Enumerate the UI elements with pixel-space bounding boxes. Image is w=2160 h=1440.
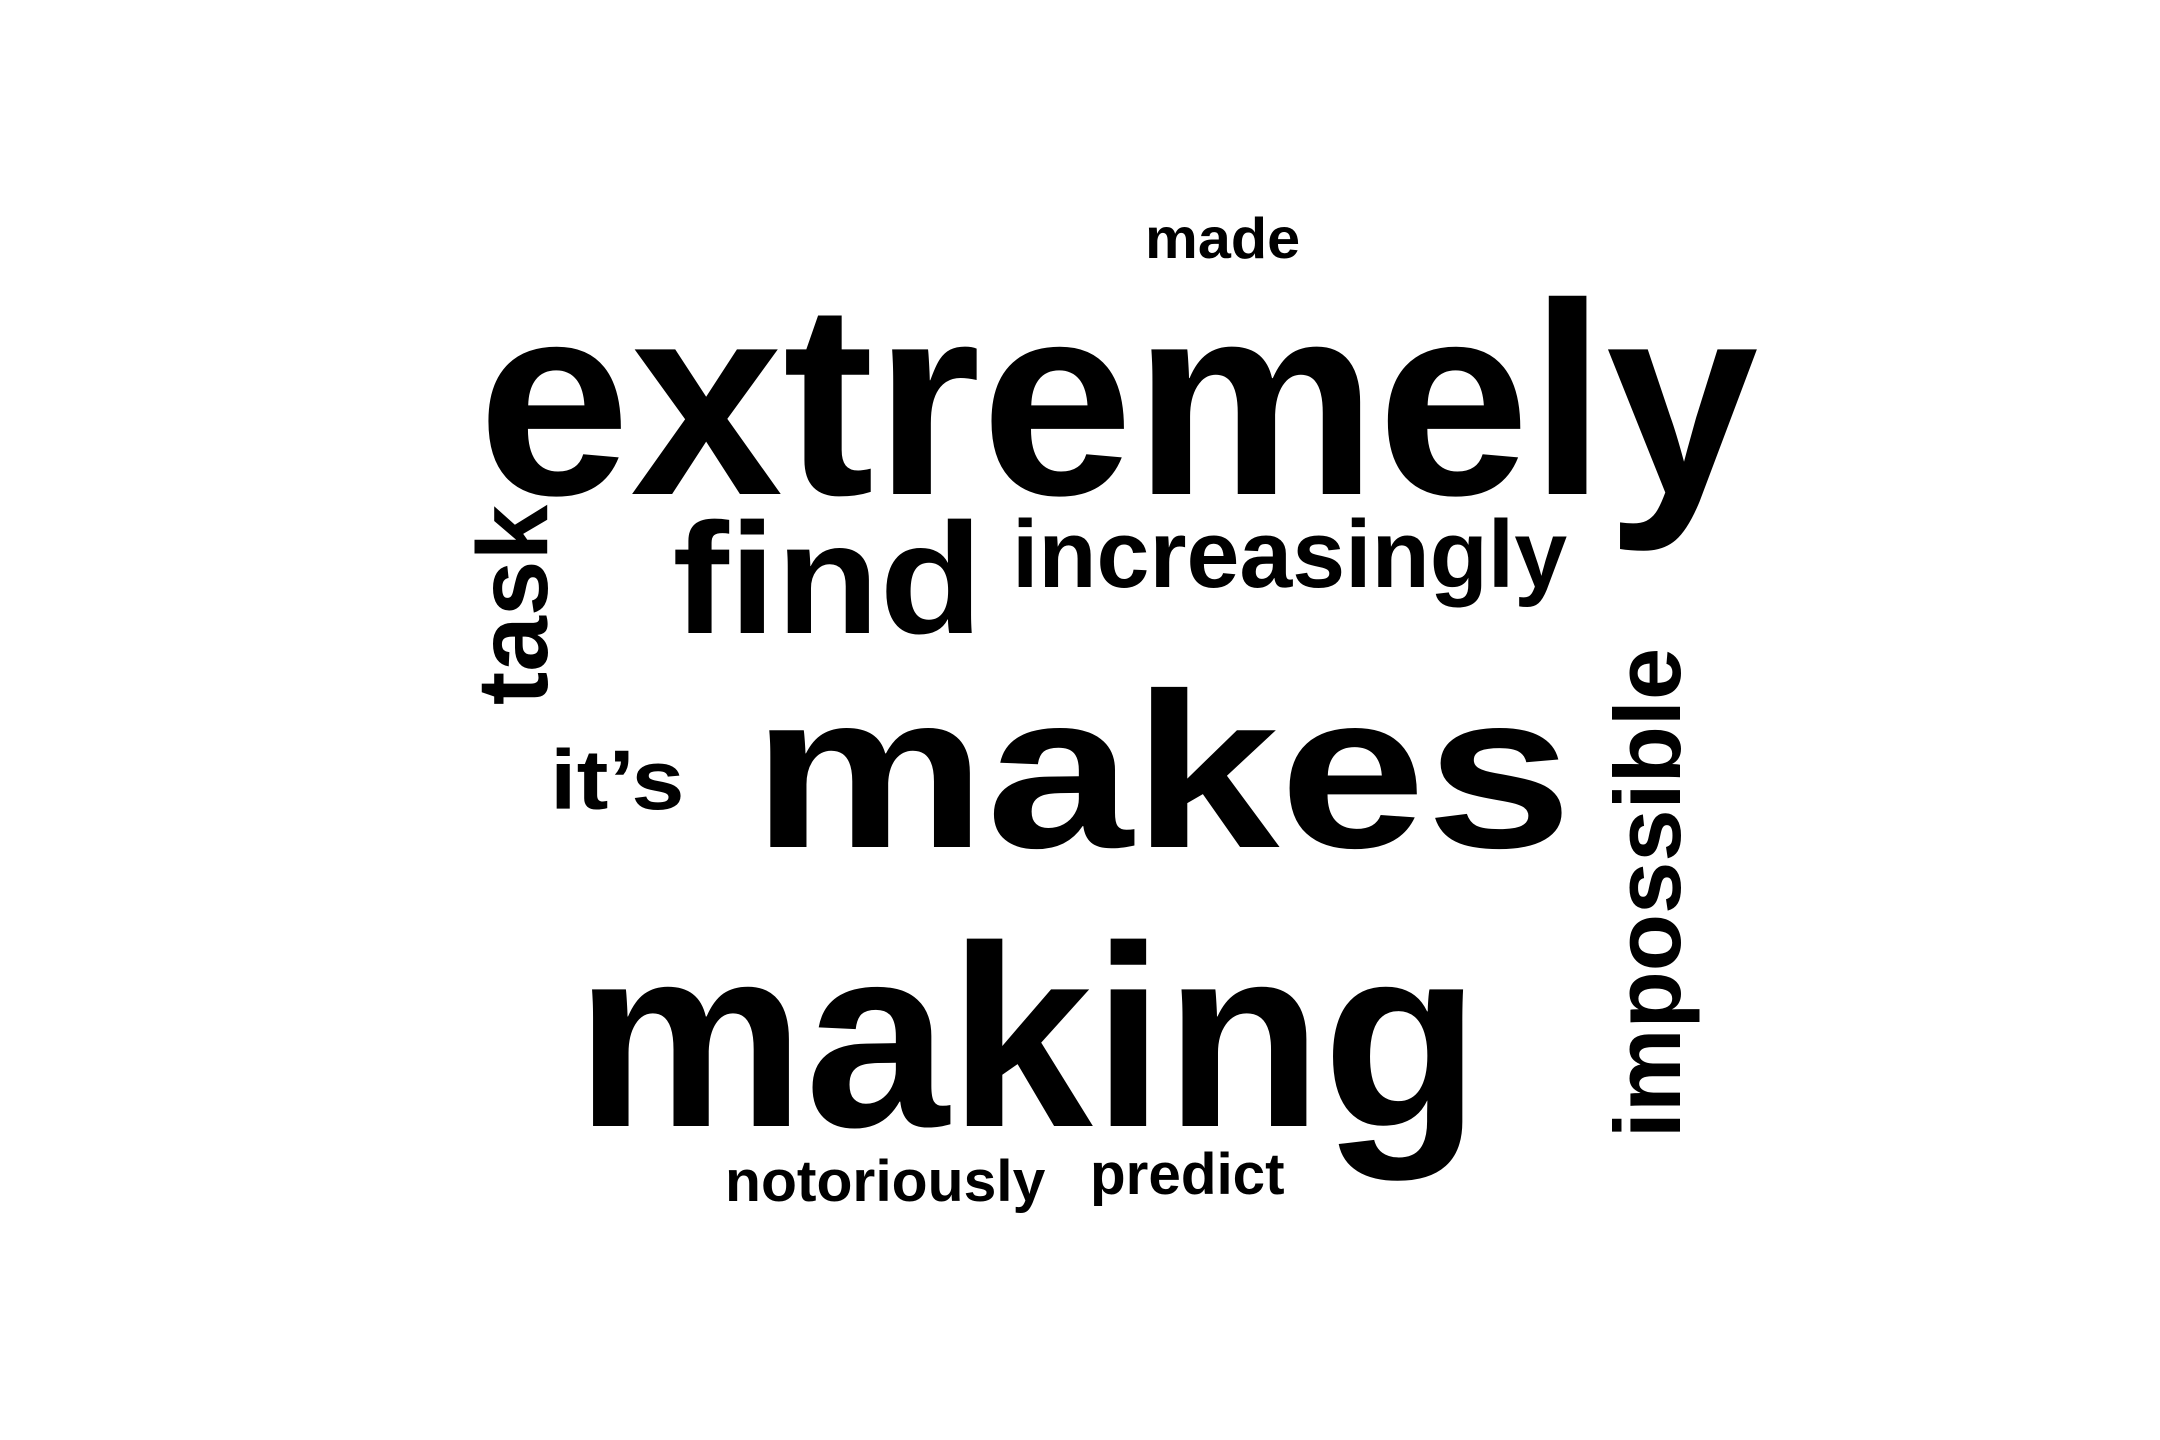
word-making: making [575, 892, 1481, 1181]
word-predict: predict [1090, 1142, 1285, 1207]
word-impossible: impossible [1594, 647, 1700, 1139]
word-find: find [671, 491, 983, 667]
word-its: it’s [550, 733, 685, 827]
word-makes: makes [751, 646, 1573, 894]
word-extremely: extremely [477, 246, 1759, 552]
word-task: task [456, 504, 569, 706]
word-notoriously: notoriously [725, 1149, 1046, 1214]
word-made: made [1145, 206, 1301, 271]
word-increasingly: increasingly [1012, 501, 1568, 608]
